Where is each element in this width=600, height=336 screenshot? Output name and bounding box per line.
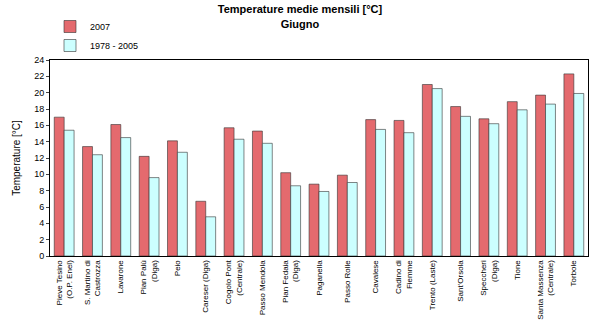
svg-text:Santa Massenza(Centrale): Santa Massenza(Centrale) (536, 260, 555, 320)
svg-text:Tione: Tione (513, 260, 522, 280)
svg-text:Passo Mendola: Passo Mendola (258, 260, 267, 316)
svg-text:20: 20 (34, 88, 44, 98)
svg-text:Sant'Orsola: Sant'Orsola (456, 260, 465, 302)
svg-text:14: 14 (34, 137, 44, 147)
svg-text:1978 - 2005: 1978 - 2005 (90, 41, 138, 51)
svg-text:4: 4 (39, 218, 44, 228)
svg-text:Torbole: Torbole (569, 260, 578, 287)
svg-text:Pieve Tesino(O.P. Enel): Pieve Tesino(O.P. Enel) (55, 260, 74, 306)
svg-text:16: 16 (34, 120, 44, 130)
svg-text:2: 2 (39, 235, 44, 245)
svg-text:Trento (Laste): Trento (Laste) (428, 260, 437, 310)
svg-text:Pian Palù(Diga): Pian Palù(Diga) (140, 260, 159, 295)
svg-text:22: 22 (34, 71, 44, 81)
svg-text:24: 24 (34, 55, 44, 65)
svg-text:Pian Fedaia(Diga): Pian Fedaia(Diga) (281, 260, 300, 303)
svg-text:Temperature [°C]: Temperature [°C] (11, 120, 22, 196)
svg-text:Cavalese: Cavalese (371, 260, 380, 294)
svg-text:12: 12 (34, 153, 44, 163)
svg-text:0: 0 (39, 251, 44, 261)
svg-text:Peio: Peio (173, 260, 182, 277)
svg-text:Cogolo Pont(Centrale): Cogolo Pont(Centrale) (224, 259, 243, 304)
svg-text:Paganella: Paganella (315, 260, 324, 296)
svg-text:Lavarone: Lavarone (116, 260, 125, 294)
svg-text:10: 10 (34, 169, 44, 179)
svg-text:2007: 2007 (90, 22, 110, 32)
svg-text:S. Martino diCastrozza: S. Martino diCastrozza (83, 260, 102, 305)
svg-text:8: 8 (39, 186, 44, 196)
svg-text:6: 6 (39, 202, 44, 212)
svg-text:18: 18 (34, 104, 44, 114)
svg-text:Temperature medie mensili [°C]: Temperature medie mensili [°C]Giugno (218, 3, 383, 29)
svg-text:Speccheri(Diga): Speccheri(Diga) (479, 260, 498, 296)
svg-text:Careser (Diga): Careser (Diga) (201, 260, 210, 313)
svg-text:Cadino diFiemme: Cadino diFiemme (394, 260, 413, 294)
svg-text:Passo Rolle: Passo Rolle (343, 260, 352, 303)
